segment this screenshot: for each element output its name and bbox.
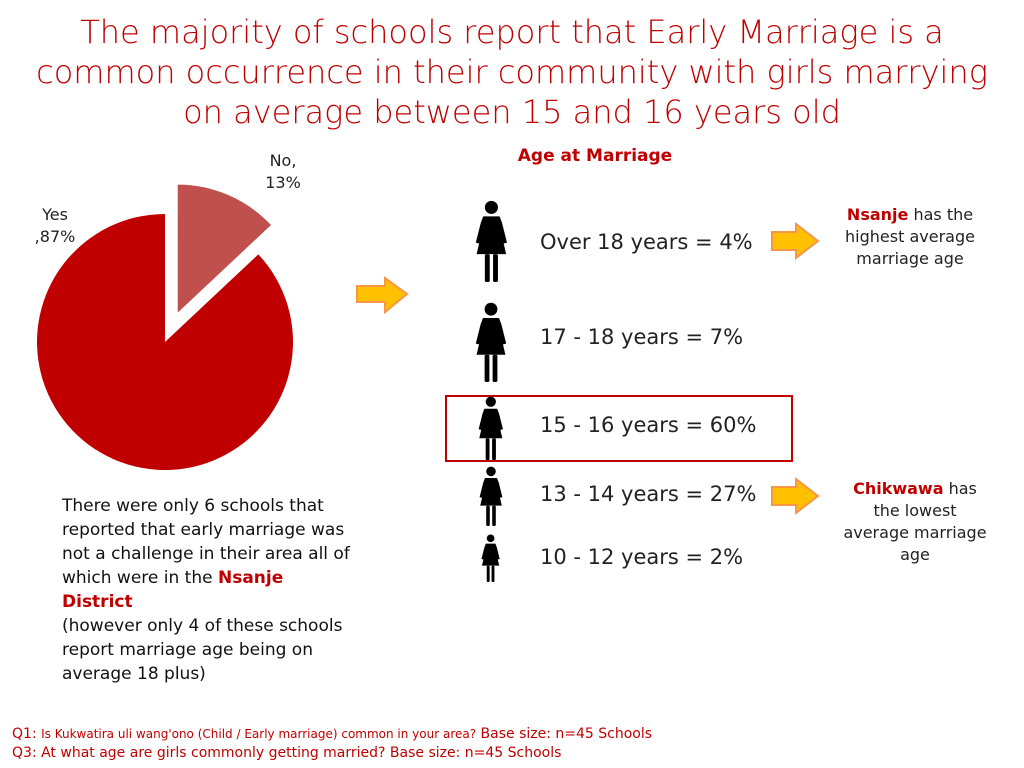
chikwawa-text: has the lowest average marriage age <box>843 479 987 564</box>
age-row-label: Over 18 years = 4% <box>540 230 753 254</box>
summary-paragraph: There were only 6 schools that reported … <box>62 494 352 686</box>
pie-label-no: No, 13% <box>258 150 308 194</box>
slide-title: The majority of schools report that Earl… <box>36 13 988 131</box>
nsanje-name: Nsanje <box>846 205 909 224</box>
no-value: 13% <box>265 173 301 192</box>
age-row-label: 13 - 14 years = 27% <box>540 482 757 506</box>
age-row-label: 15 - 16 years = 60% <box>540 413 757 437</box>
chikwawa-name: Chikwawa <box>853 479 944 498</box>
paragraph-note: (however only 4 of these schools report … <box>62 616 343 684</box>
footnote-q3: Q3: At what age are girls commonly getti… <box>12 745 562 761</box>
woman-figure-icon <box>475 302 507 382</box>
no-label: No, <box>269 151 297 170</box>
yes-label: Yes <box>42 205 68 224</box>
orange-arrow-icon <box>771 477 820 516</box>
age-row-label: 10 - 12 years = 2% <box>540 545 744 569</box>
nsanje-note: Nsanje has the highest average marriage … <box>820 204 1000 270</box>
highlight-box <box>445 395 793 462</box>
woman-figure-icon <box>481 534 501 582</box>
woman-figure-icon <box>478 396 504 460</box>
chikwawa-note: Chikwawa has the lowest average marriage… <box>840 478 990 566</box>
footnote-q1: Q1: Is Kukwatira uli wang'ono (Child / E… <box>12 726 652 742</box>
age-row-label: 17 - 18 years = 7% <box>540 325 744 349</box>
pie-label-yes: Yes ,87% <box>30 204 80 248</box>
orange-arrow-icon <box>356 276 409 315</box>
age-heading: Age at Marriage <box>517 146 673 166</box>
q1-base: Base size: n=45 Schools <box>476 726 653 742</box>
paragraph-text: There were only 6 schools that reported … <box>62 496 350 588</box>
paragraph-highlight: Nsanje District <box>62 568 284 612</box>
woman-figure-icon <box>475 200 508 282</box>
nsanje-text: has the highest average marriage age <box>845 205 975 268</box>
yes-value: ,87% <box>34 227 76 246</box>
orange-arrow-icon <box>771 222 820 261</box>
q1-prefix: Q1: <box>12 726 42 742</box>
q1-question: Is Kukwatira uli wang'ono (Child / Early… <box>41 727 477 741</box>
pie-slice-no <box>177 184 272 313</box>
pie-slice-yes <box>36 214 293 471</box>
woman-figure-icon <box>479 466 503 526</box>
pie-chart <box>36 184 293 471</box>
